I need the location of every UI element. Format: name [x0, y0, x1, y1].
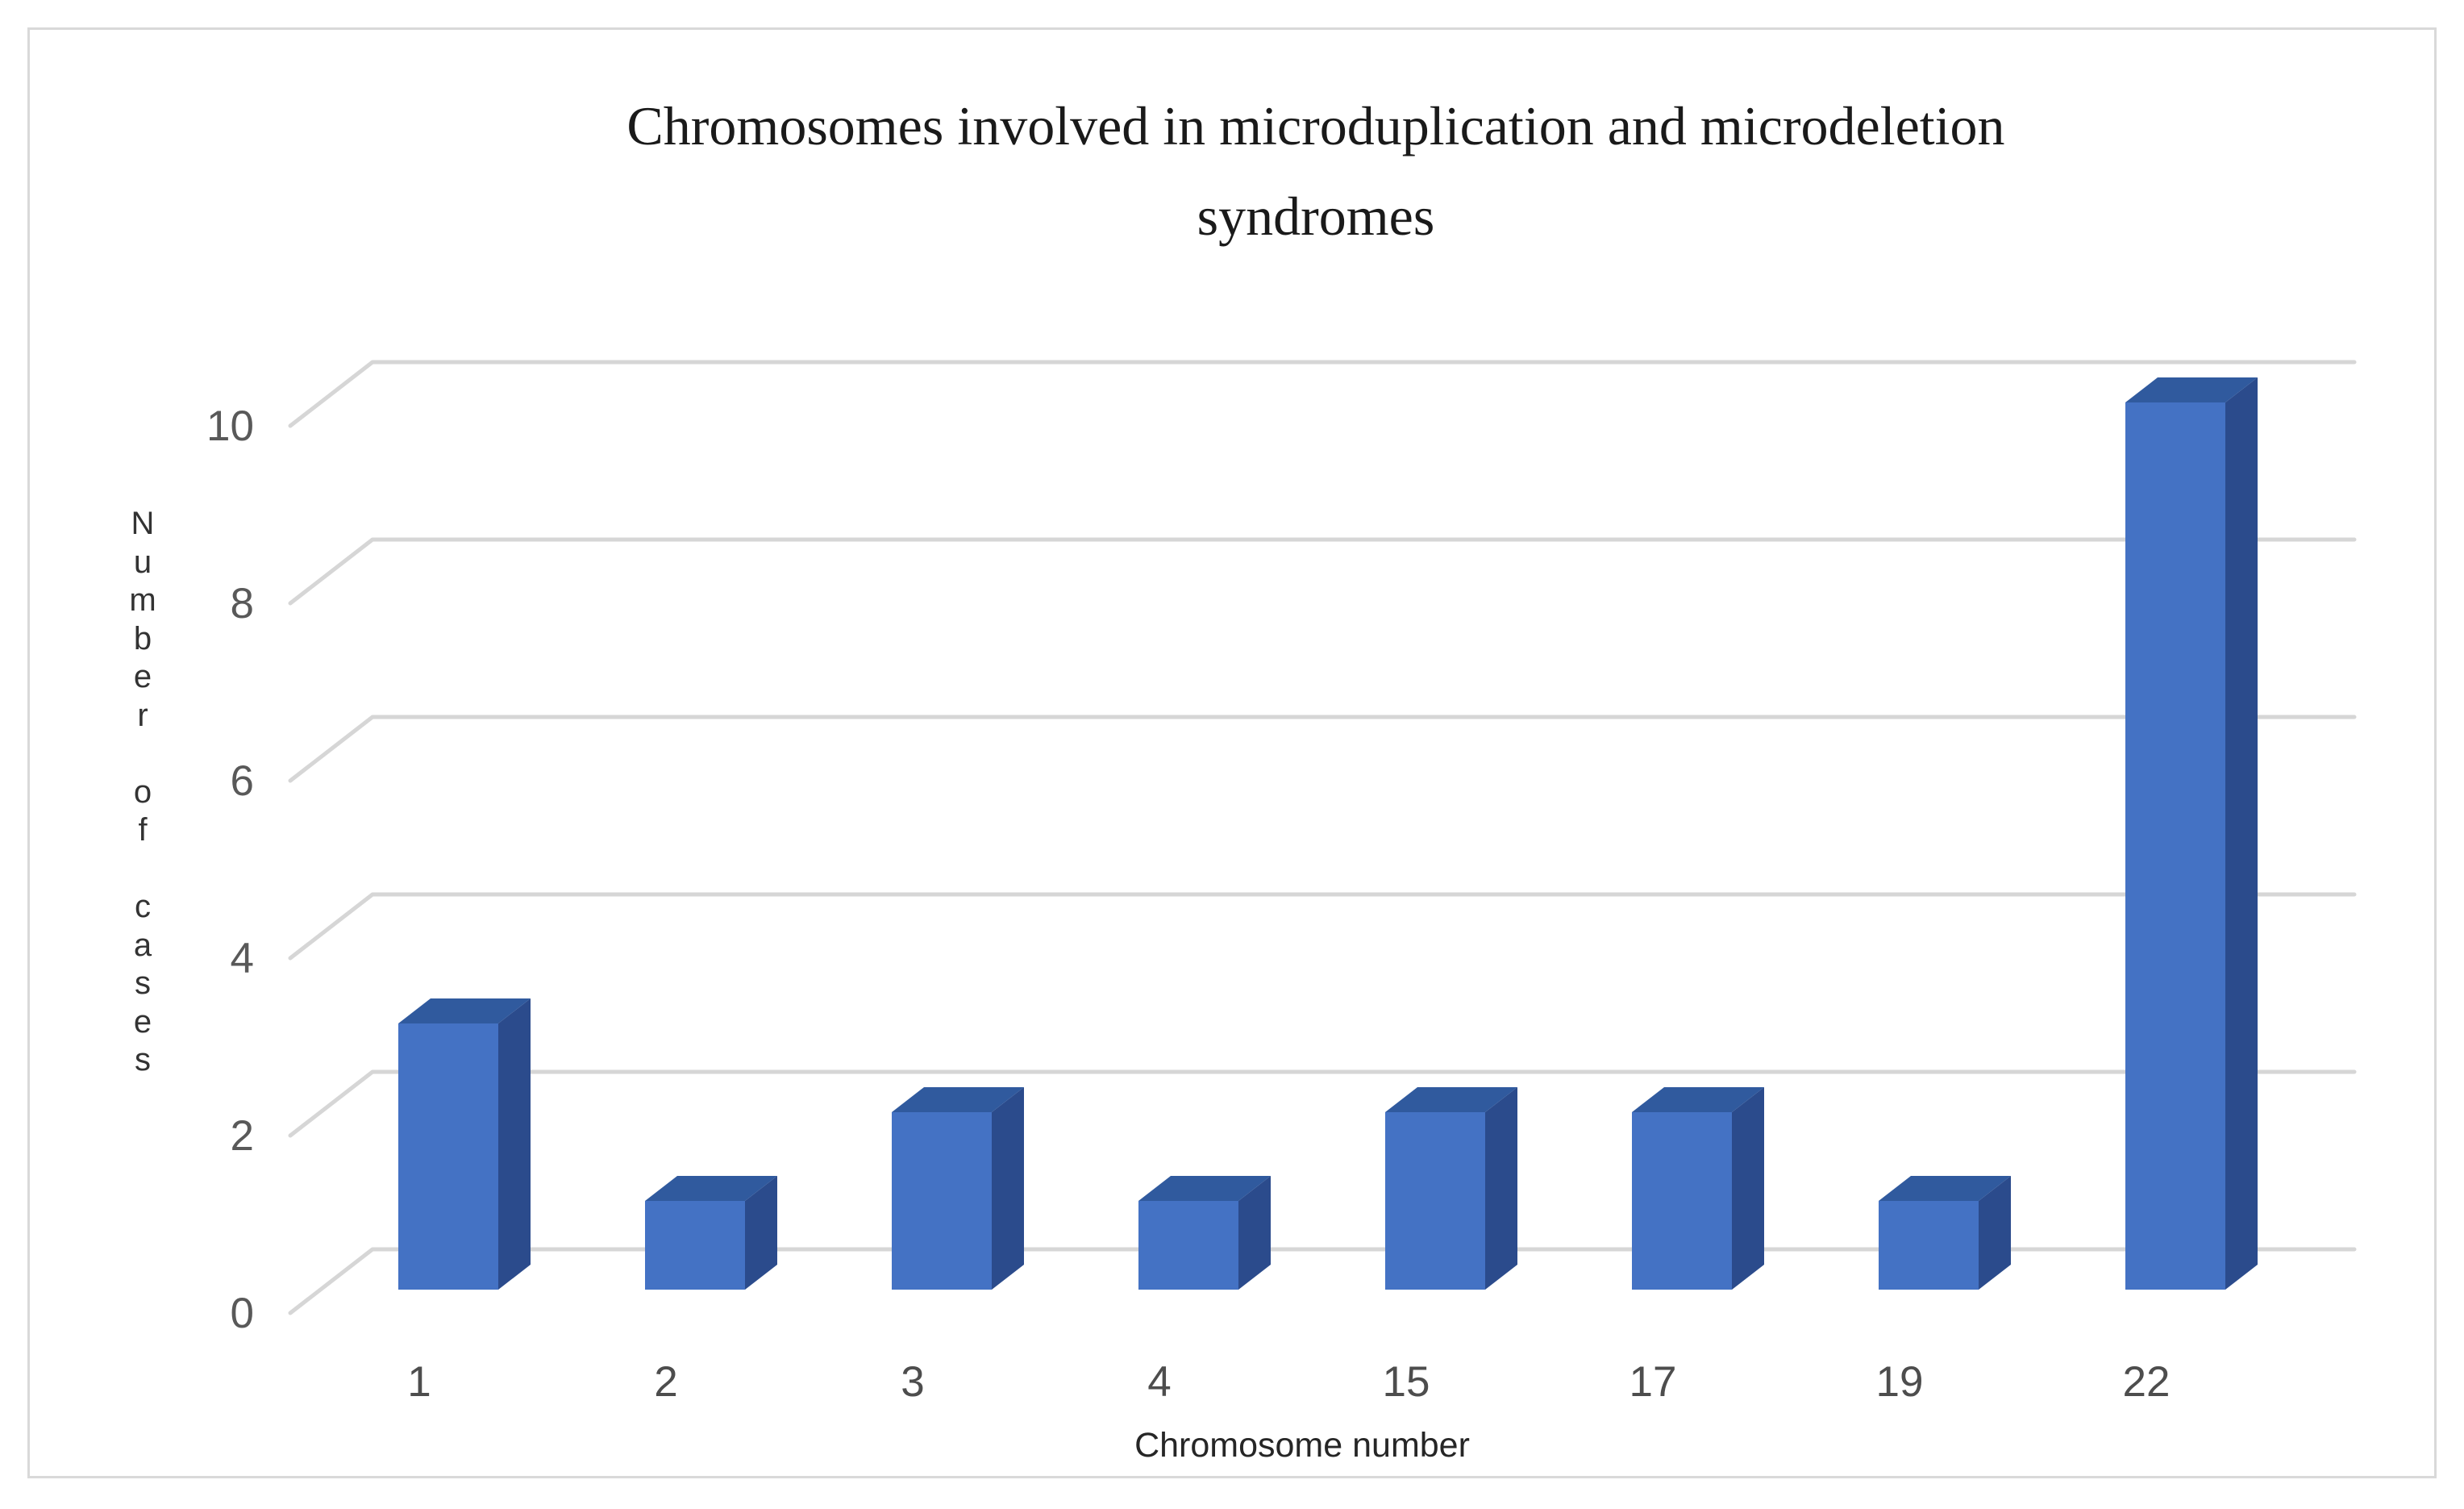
- figure-border: [27, 27, 2437, 1478]
- bar-chromosome-4: [1138, 1176, 1271, 1290]
- bar-side-face: [745, 1176, 777, 1290]
- bar-front-face: [1385, 1112, 1485, 1290]
- bar-chromosome-15: [1385, 1087, 1517, 1290]
- gridline-10: [288, 360, 2357, 428]
- bar-side-face: [498, 998, 531, 1290]
- bar-top-face: [892, 1087, 1024, 1112]
- bar-side-face: [1485, 1087, 1517, 1290]
- bar-chromosome-17: [1632, 1087, 1764, 1290]
- chart-title-line-2: syndromes: [1197, 185, 1435, 247]
- x-category-label-19: 19: [1876, 1358, 1924, 1406]
- x-category-label-17: 17: [1629, 1358, 1677, 1406]
- y-axis-title: N u m b e r o f c a s e s: [129, 506, 156, 1078]
- x-axis-title: Chromosome number: [1134, 1426, 1470, 1465]
- bar-chromosome-2: [645, 1176, 777, 1290]
- y-tick-label-10: 10: [206, 402, 254, 450]
- gridline-4: [288, 892, 2357, 961]
- gridline-2: [288, 1069, 2357, 1138]
- bar-top-face: [1138, 1176, 1271, 1201]
- x-category-label-15: 15: [1383, 1358, 1430, 1406]
- bar-front-face: [1138, 1201, 1238, 1290]
- gridline-6: [288, 715, 2357, 783]
- x-category-label-22: 22: [2123, 1358, 2171, 1406]
- bar-side-face: [992, 1087, 1024, 1290]
- y-tick-label-0: 0: [231, 1290, 254, 1337]
- bar-side-face: [2225, 377, 2258, 1290]
- bar-chromosome-1: [398, 998, 531, 1290]
- gridline-0: [288, 1247, 2357, 1315]
- bar-front-face: [398, 1023, 498, 1290]
- bar-front-face: [1879, 1201, 1979, 1290]
- bar-chromosome-3: [892, 1087, 1024, 1290]
- x-category-label-3: 3: [901, 1358, 924, 1406]
- gridline-8: [288, 537, 2357, 606]
- y-tick-label-6: 6: [231, 757, 254, 805]
- bar-top-face: [1632, 1087, 1764, 1112]
- bar-side-face: [1732, 1087, 1764, 1290]
- bar-front-face: [1632, 1112, 1732, 1290]
- bar-top-face: [2125, 377, 2258, 402]
- x-category-label-2: 2: [654, 1358, 677, 1406]
- bar-side-face: [1238, 1176, 1271, 1290]
- bar-front-face: [892, 1112, 992, 1290]
- bar-front-face: [2125, 402, 2225, 1290]
- bar-side-face: [1979, 1176, 2011, 1290]
- bar-top-face: [1385, 1087, 1517, 1112]
- y-tick-label-8: 8: [231, 580, 254, 627]
- chart-title: Chromosomes involved in microduplication…: [194, 81, 2438, 261]
- chart-title-line-1: Chromosomes involved in microduplication…: [626, 95, 2005, 156]
- bar-chromosome-19: [1879, 1176, 2011, 1290]
- bar-front-face: [645, 1201, 745, 1290]
- y-tick-label-4: 4: [231, 935, 254, 982]
- bar-chromosome-22: [2125, 377, 2258, 1290]
- bar-top-face: [398, 998, 531, 1023]
- y-tick-label-2: 2: [231, 1112, 254, 1160]
- x-category-label-4: 4: [1147, 1358, 1171, 1406]
- bar-top-face: [645, 1176, 777, 1201]
- bar-top-face: [1879, 1176, 2011, 1201]
- x-category-label-1: 1: [407, 1358, 431, 1406]
